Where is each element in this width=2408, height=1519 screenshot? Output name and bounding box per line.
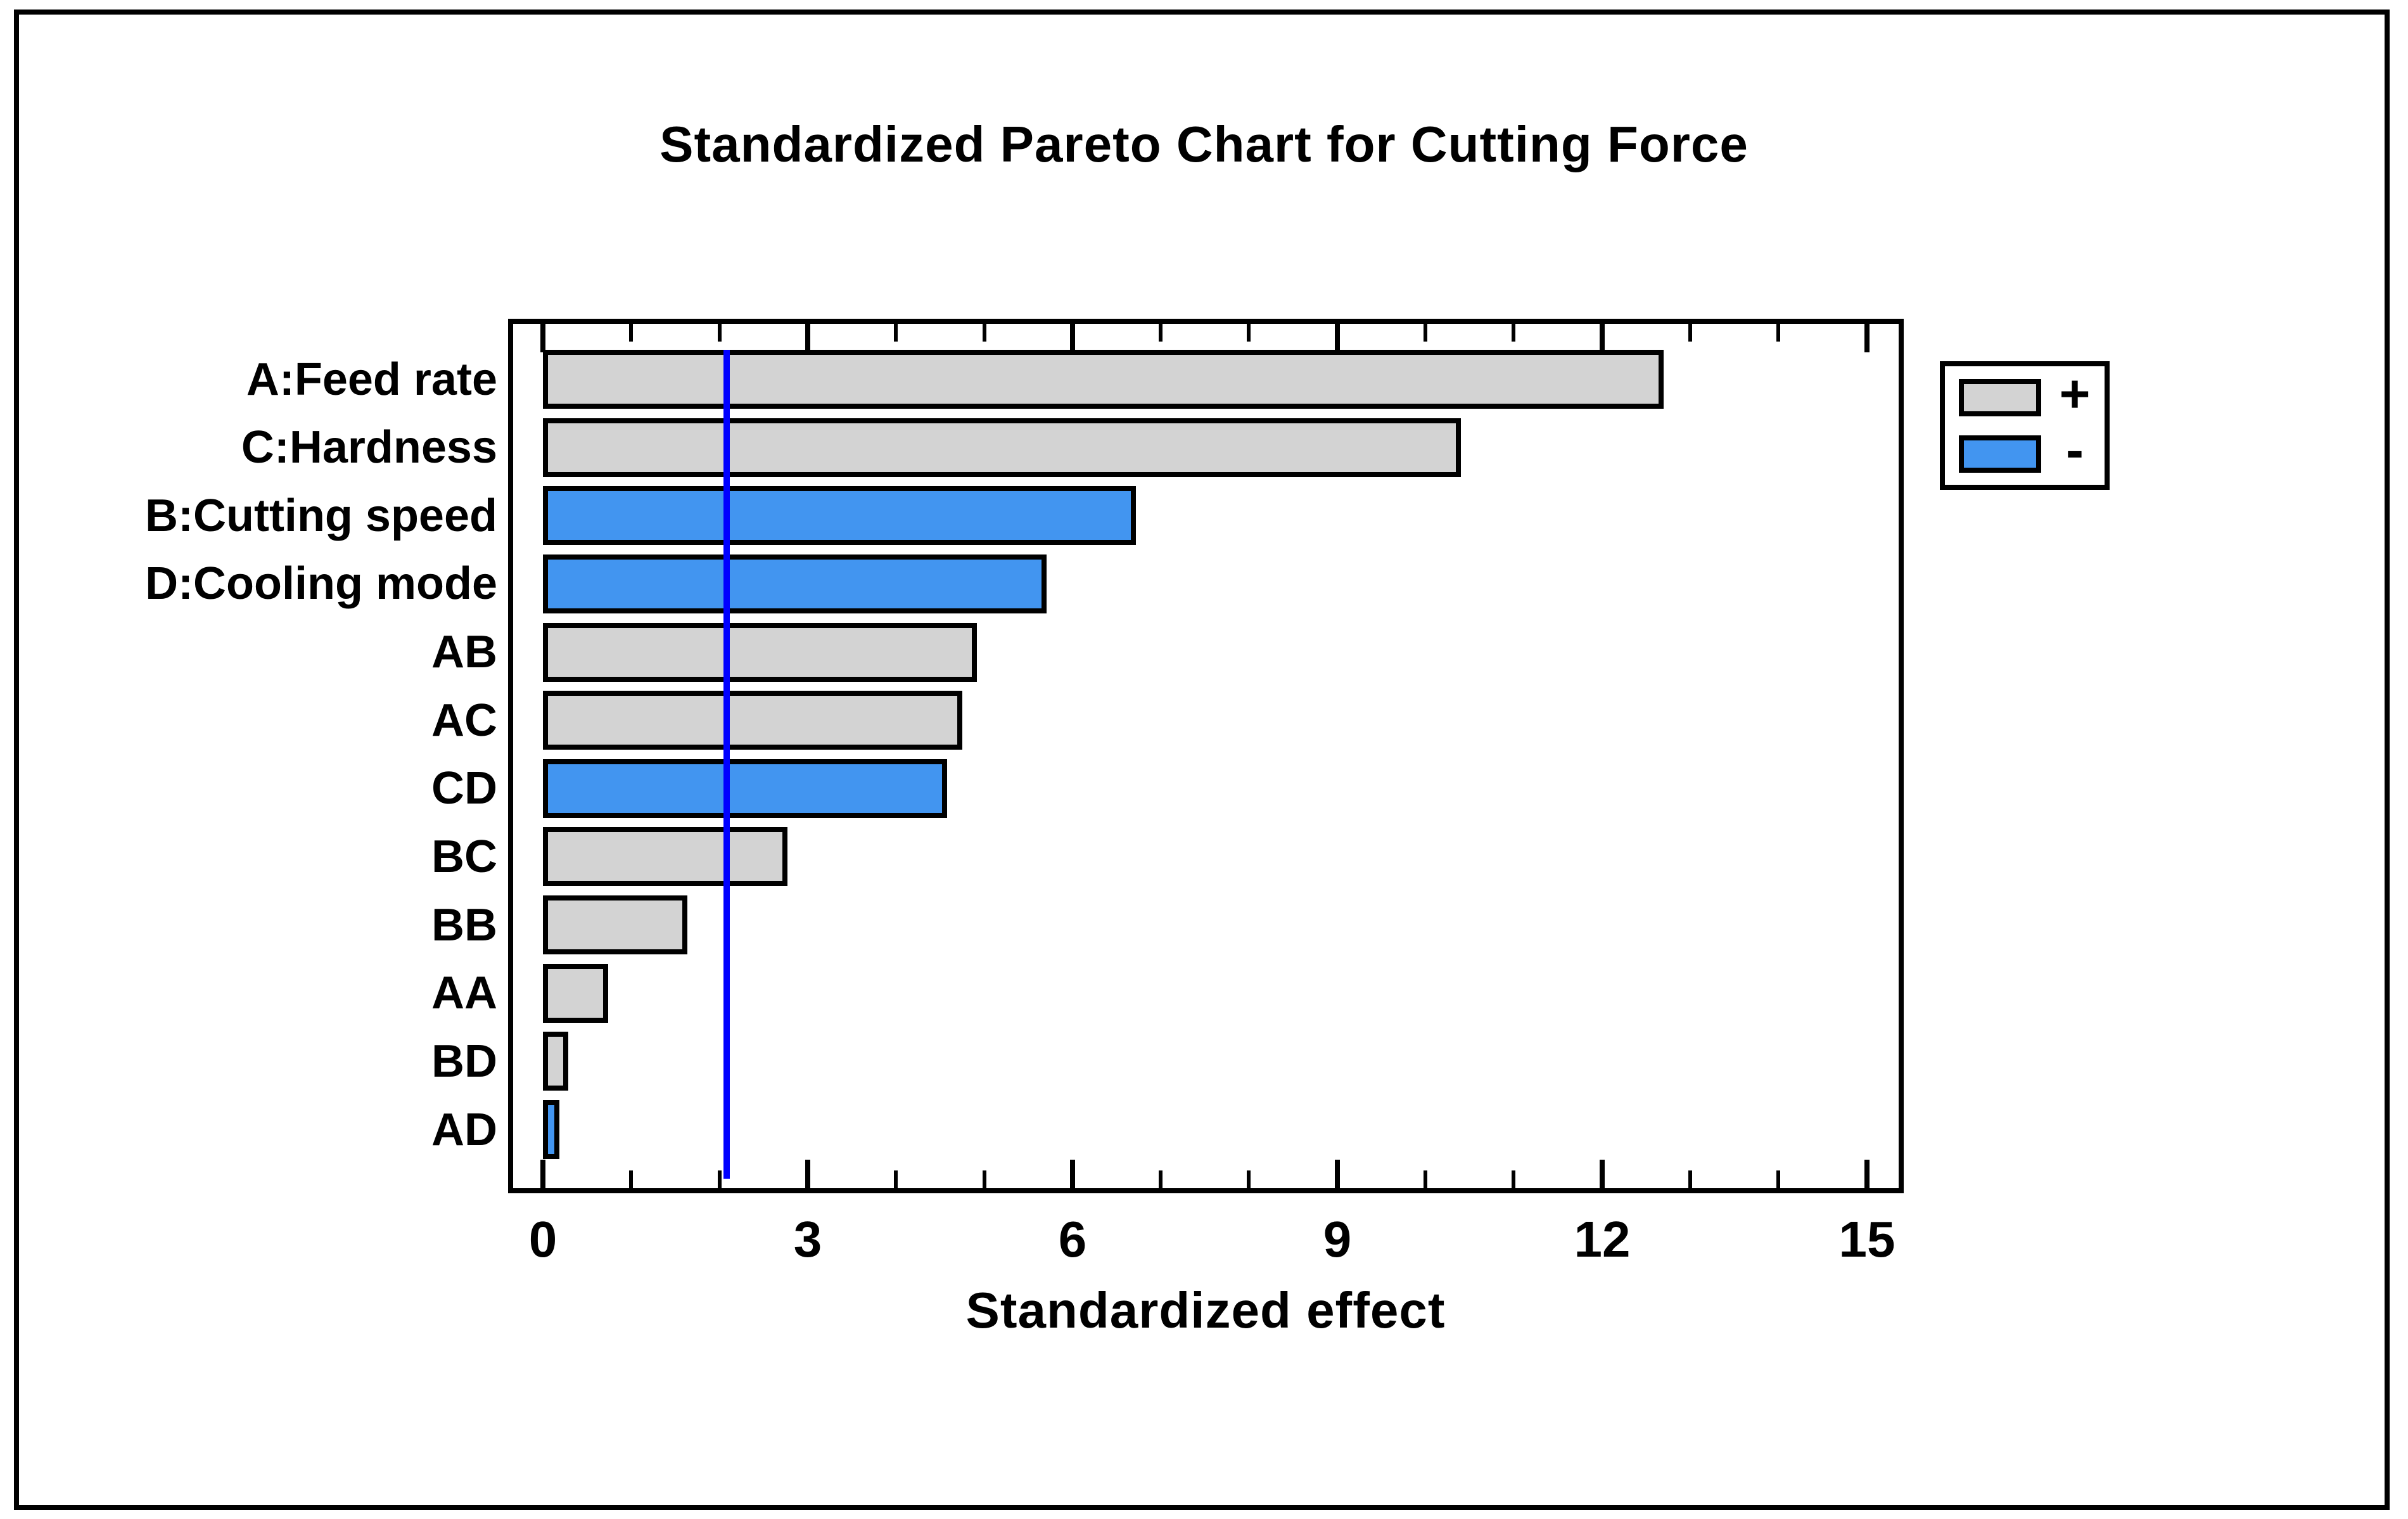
pareto-bar-b-cutting-speed xyxy=(543,486,1136,545)
pareto-bar-a-feed-rate xyxy=(543,350,1664,409)
x-tick-top-2 xyxy=(718,324,722,342)
x-tick-top-5 xyxy=(983,324,986,342)
x-tick-top-4 xyxy=(894,324,898,342)
pareto-bar-bc xyxy=(543,827,787,886)
x-tick-bottom-13 xyxy=(1688,1170,1692,1188)
x-tick-top-15 xyxy=(1864,324,1870,352)
outer-border-frame xyxy=(14,10,2390,1510)
x-tick-top-13 xyxy=(1688,324,1692,342)
pareto-bar-cd xyxy=(543,759,947,818)
x-tick-bottom-7 xyxy=(1159,1170,1163,1188)
category-label-aa: AA xyxy=(431,968,497,1018)
x-tick-bottom-10 xyxy=(1424,1170,1427,1188)
x-tick-top-1 xyxy=(629,324,633,342)
chart-title: Standardized Pareto Chart for Cutting Fo… xyxy=(659,116,1749,172)
legend-positive-label: + xyxy=(2059,364,2091,423)
category-label-d-cooling-mode: D:Cooling mode xyxy=(145,558,497,609)
x-tick-label-12: 12 xyxy=(1574,1211,1631,1267)
x-tick-bottom-12 xyxy=(1600,1160,1605,1188)
x-tick-label-3: 3 xyxy=(793,1211,822,1267)
x-tick-top-14 xyxy=(1776,324,1780,342)
x-tick-bottom-1 xyxy=(629,1170,633,1188)
x-tick-bottom-8 xyxy=(1247,1170,1251,1188)
x-tick-label-15: 15 xyxy=(1838,1211,1895,1267)
category-label-c-hardness: C:Hardness xyxy=(241,422,497,473)
x-tick-bottom-9 xyxy=(1335,1160,1340,1188)
x-tick-bottom-5 xyxy=(983,1170,986,1188)
category-label-bd: BD xyxy=(431,1036,497,1087)
category-label-bc: BC xyxy=(431,831,497,882)
pareto-bar-ab xyxy=(543,623,977,682)
x-tick-bottom-3 xyxy=(805,1160,810,1188)
pareto-bar-ad xyxy=(543,1100,559,1159)
x-tick-bottom-14 xyxy=(1776,1170,1780,1188)
x-tick-top-3 xyxy=(805,324,810,352)
x-tick-top-7 xyxy=(1159,324,1163,342)
category-label-ac: AC xyxy=(431,695,497,746)
pareto-bar-bd xyxy=(543,1032,568,1091)
category-label-a-feed-rate: A:Feed rate xyxy=(246,354,497,405)
x-tick-bottom-2 xyxy=(718,1170,722,1188)
pareto-bar-c-hardness xyxy=(543,418,1461,477)
x-tick-bottom-0 xyxy=(540,1160,545,1188)
category-label-cd: CD xyxy=(431,763,497,814)
legend-negative-swatch xyxy=(1959,435,2041,473)
x-tick-label-0: 0 xyxy=(528,1211,557,1267)
x-tick-top-9 xyxy=(1335,324,1340,352)
x-tick-top-8 xyxy=(1247,324,1251,342)
x-tick-top-11 xyxy=(1512,324,1515,342)
x-tick-top-6 xyxy=(1070,324,1075,352)
x-tick-top-0 xyxy=(540,324,545,352)
category-label-b-cutting-speed: B:Cutting speed xyxy=(145,490,497,541)
x-tick-bottom-4 xyxy=(894,1170,898,1188)
category-label-bb: BB xyxy=(431,900,497,951)
pareto-bar-d-cooling-mode xyxy=(543,554,1047,613)
x-tick-label-9: 9 xyxy=(1323,1211,1352,1267)
category-label-ad: AD xyxy=(431,1105,497,1155)
legend-positive-swatch xyxy=(1959,379,2041,416)
reference-line xyxy=(723,350,730,1179)
x-tick-label-6: 6 xyxy=(1058,1211,1087,1267)
x-tick-bottom-6 xyxy=(1070,1160,1075,1188)
x-tick-bottom-15 xyxy=(1864,1160,1870,1188)
x-axis-title: Standardized effect xyxy=(965,1282,1446,1338)
pareto-bar-bb xyxy=(543,895,687,954)
legend: + - xyxy=(1940,361,2110,490)
category-label-ab: AB xyxy=(431,627,497,677)
x-tick-top-10 xyxy=(1424,324,1427,342)
pareto-bar-aa xyxy=(543,964,608,1023)
pareto-bar-ac xyxy=(543,691,962,750)
x-tick-bottom-11 xyxy=(1512,1170,1515,1188)
legend-negative-label: - xyxy=(2066,420,2084,480)
x-tick-top-12 xyxy=(1600,324,1605,352)
